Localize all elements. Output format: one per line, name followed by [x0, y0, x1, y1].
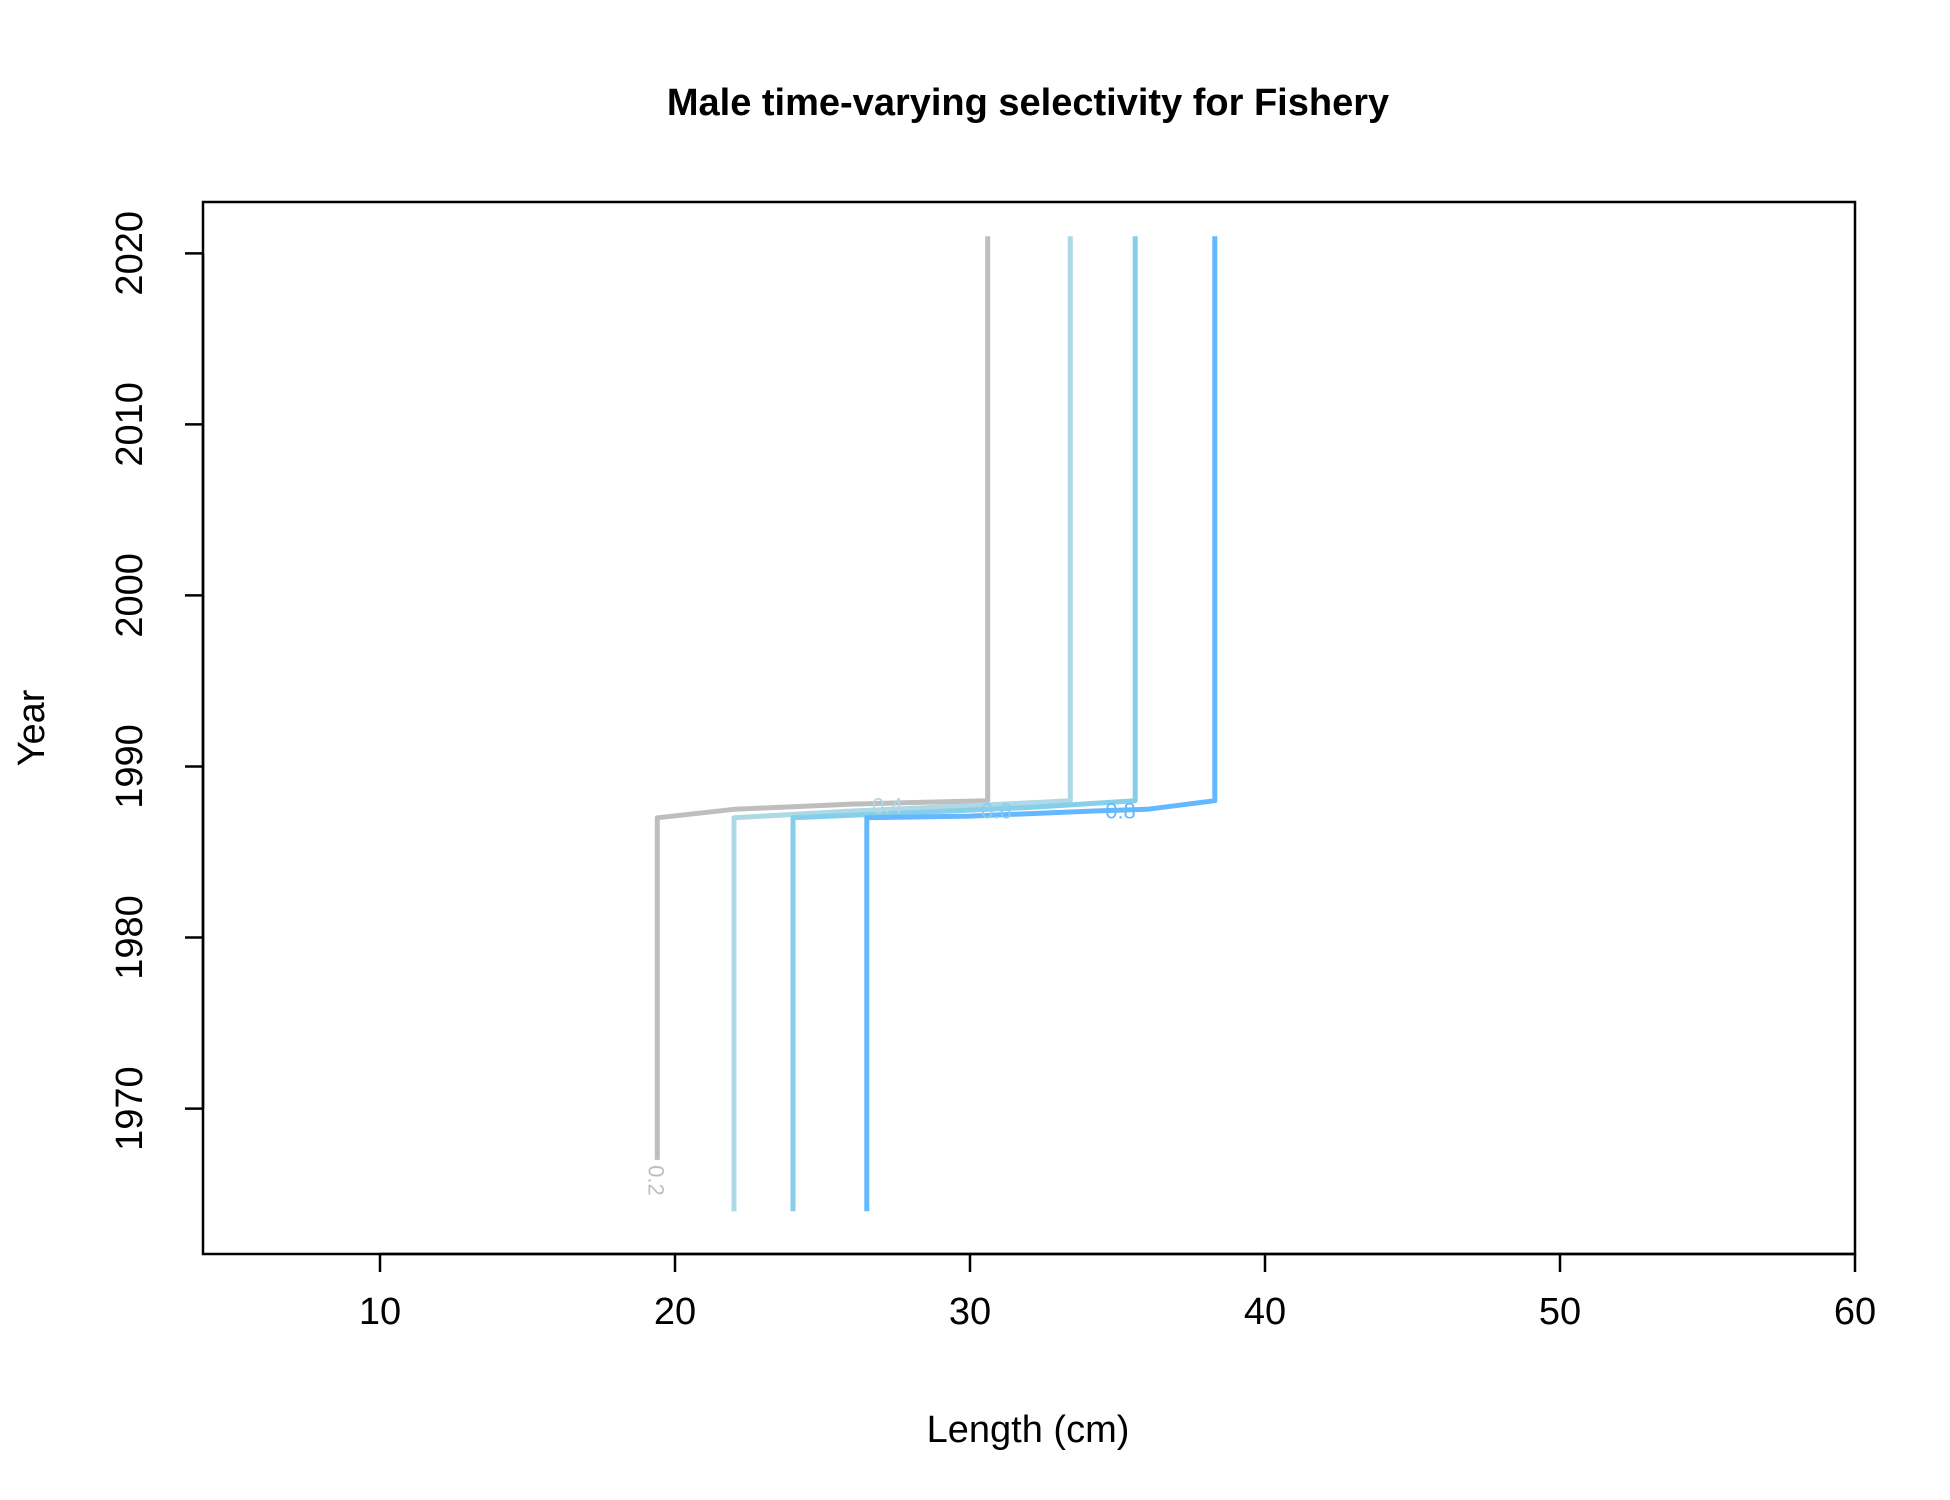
y-tick-label-2020: 2020	[109, 211, 151, 296]
x-axis-label: Length (cm)	[927, 1409, 1130, 1451]
plot-area: 0.2 0.4 0.6 0.8 10 20 30 40 50 60 1970 1980 1990 2000…	[109, 200, 1876, 1333]
x-tick-label-10: 10	[359, 1291, 401, 1333]
contour-line-0.6	[790, 236, 1138, 1212]
y-tick-label-1990: 1990	[109, 724, 151, 809]
contour-label-0.8: 0.8	[1105, 799, 1136, 824]
x-tick-label-50: 50	[1539, 1291, 1581, 1333]
contour-line-0.4	[731, 236, 1073, 1212]
x-tick-label-20: 20	[654, 1291, 696, 1333]
x-tick-label-30: 30	[949, 1291, 991, 1333]
x-tick-label-60: 60	[1834, 1291, 1876, 1333]
y-tick-label-2000: 2000	[109, 553, 151, 638]
contour-label-0.6: 0.6	[981, 799, 1012, 824]
y-tick-label-2010: 2010	[109, 382, 151, 467]
y-tick-label-1970: 1970	[109, 1066, 151, 1151]
contour-line-0.2	[654, 236, 991, 1160]
contour-line-0.8	[864, 236, 1218, 1212]
contour-label-0.4: 0.4	[872, 793, 903, 818]
chart-title: Male time-varying selectivity for Fisher…	[667, 82, 1389, 124]
contour-label-0.2: 0.2	[644, 1165, 669, 1196]
plot-frame	[201, 200, 1857, 1256]
y-axis-label: Year	[11, 689, 53, 766]
y-tick-label-1980: 1980	[109, 895, 151, 980]
x-tick-label-40: 40	[1244, 1291, 1286, 1333]
